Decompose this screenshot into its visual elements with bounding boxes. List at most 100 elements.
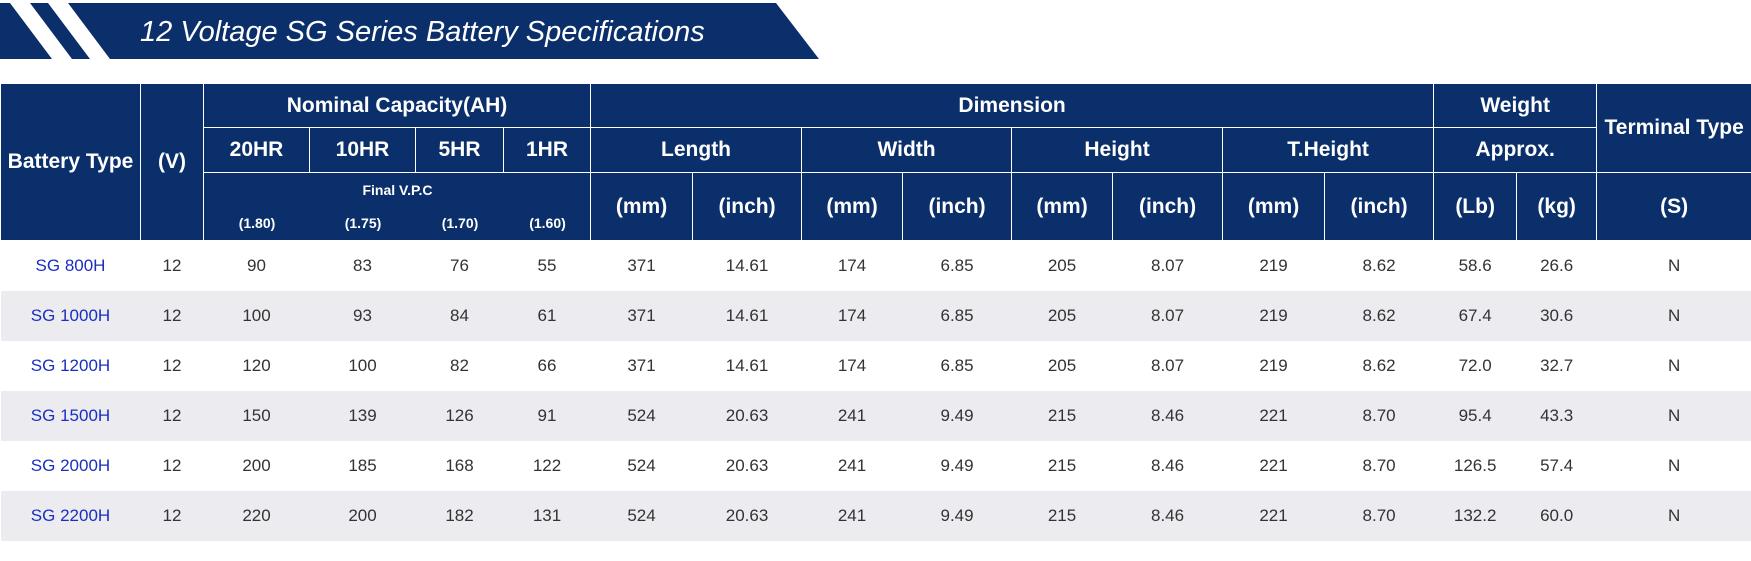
table-cell: 182 bbox=[415, 491, 504, 541]
table-cell: 57.4 bbox=[1540, 456, 1574, 475]
table-cell: 241 bbox=[837, 456, 867, 475]
table-cell: 8.07 bbox=[1150, 356, 1185, 375]
table-cell: 55 bbox=[537, 256, 557, 275]
table-cell: 174 bbox=[837, 256, 867, 275]
table-cell: 20.63 bbox=[725, 456, 769, 475]
table-cell: 168 bbox=[445, 456, 474, 475]
table-cell: 371 bbox=[590, 291, 693, 341]
vpc-cell: Final V.P.C (1.80) (1.75) (1.70) (1.60) bbox=[202, 172, 592, 241]
table-cell: 8.46 bbox=[1112, 491, 1223, 541]
unit-cell: (mm) bbox=[590, 172, 694, 241]
header-cell: Dimension bbox=[590, 83, 1435, 128]
banner: 12 Voltage SG Series Battery Specificati… bbox=[0, 3, 819, 59]
header-cell: Nominal Capacity(AH) bbox=[202, 83, 592, 128]
model-cell: SG 2000H bbox=[30, 456, 111, 475]
table-cell: 241 bbox=[801, 491, 903, 541]
table-row: SG 800H 12 90 83 76 55 371 14.61 174 6.85 205 8.07 2… bbox=[1, 241, 1751, 292]
table-cell: 8.46 bbox=[1112, 391, 1223, 441]
table-cell: 205 bbox=[1047, 356, 1077, 375]
header-cell: Length bbox=[590, 127, 803, 173]
table-cell: 132.2 bbox=[1433, 491, 1517, 541]
table-cell: 215 bbox=[1047, 456, 1077, 475]
table-cell: 150 bbox=[203, 391, 310, 441]
unit-cell: (inch) bbox=[1324, 172, 1435, 241]
unit-cell: (inch) bbox=[1112, 172, 1224, 241]
header-cell: Battery Type bbox=[0, 83, 141, 241]
table-cell: 14.61 bbox=[725, 256, 769, 275]
unit-cell: (mm) bbox=[1011, 172, 1114, 241]
table-cell: 371 bbox=[627, 256, 656, 275]
unit-cell: (mm) bbox=[1222, 172, 1326, 241]
table-cell: 8.07 bbox=[1112, 291, 1223, 341]
table-cell: 215 bbox=[1011, 391, 1113, 441]
table-cell: 8.70 bbox=[1362, 456, 1396, 475]
header-cell: T.Height bbox=[1222, 127, 1435, 173]
table-cell: N bbox=[1668, 356, 1681, 375]
table-cell: 83 bbox=[353, 256, 372, 275]
model-cell: SG 1200H bbox=[30, 356, 111, 375]
table-cell: 6.85 bbox=[940, 356, 974, 375]
vpc-value: (1.80) bbox=[238, 215, 276, 232]
table-cell: 12 bbox=[140, 391, 204, 441]
table-cell: 6.85 bbox=[902, 291, 1012, 341]
table-cell: 72.0 bbox=[1458, 356, 1492, 375]
table-cell: 61 bbox=[503, 291, 591, 341]
table-row: SG 1000H 12 100 93 84 61 371 14.61 174 6.85 205 8.0… bbox=[0, 291, 1751, 341]
header-cell: Width bbox=[801, 127, 1013, 173]
table-cell: 241 bbox=[801, 391, 903, 441]
table-cell: 8.62 bbox=[1324, 291, 1434, 341]
table-cell: 215 bbox=[1011, 491, 1113, 541]
table-cell: 84 bbox=[415, 291, 504, 341]
header-cell: Terminal Type bbox=[1596, 83, 1751, 173]
table-cell: 14.61 bbox=[725, 356, 769, 375]
header-cell: Weight bbox=[1433, 83, 1598, 128]
table-cell: 126 bbox=[415, 391, 504, 441]
table-cell: 100 bbox=[203, 291, 310, 341]
table-cell: 12 bbox=[140, 491, 204, 541]
table-cell: 371 bbox=[627, 356, 656, 375]
table-cell: 219 bbox=[1259, 356, 1288, 375]
table-row: SG 2200H 12 220 200 182 131 524 20.63 241 9.49 215… bbox=[0, 491, 1751, 541]
unit-cell: (mm) bbox=[801, 172, 904, 241]
table-cell: 43.3 bbox=[1516, 391, 1597, 441]
model-cell: SG 800H bbox=[35, 256, 106, 275]
table-row: SG 1200H 12 120 100 82 66 371 14.61 174 6.85 205 8.… bbox=[1, 341, 1751, 391]
table-cell: 12 bbox=[162, 456, 182, 475]
header-cell: 5HR bbox=[415, 127, 504, 173]
table-cell: 220 bbox=[203, 491, 310, 541]
header-cell: (V) bbox=[140, 83, 204, 241]
unit-cell: (kg) bbox=[1516, 172, 1598, 241]
table-cell: N bbox=[1668, 256, 1681, 275]
table-cell: 221 bbox=[1222, 491, 1325, 541]
table-cell: 8.46 bbox=[1150, 456, 1185, 475]
table-cell: 200 bbox=[309, 491, 416, 541]
header-cell: 10HR bbox=[309, 127, 416, 173]
table-cell: 12 bbox=[140, 291, 204, 341]
table-cell: 6.85 bbox=[940, 256, 974, 275]
table-cell: 14.61 bbox=[692, 291, 802, 341]
table-cell: N bbox=[1596, 291, 1751, 341]
table-cell: N bbox=[1596, 391, 1751, 441]
model-cell: SG 1000H bbox=[0, 291, 141, 341]
table-cell: 91 bbox=[503, 391, 591, 441]
table-cell: 60.0 bbox=[1516, 491, 1597, 541]
table-cell: 12 bbox=[162, 256, 182, 275]
table-cell: 174 bbox=[801, 291, 903, 341]
table-cell: 9.49 bbox=[902, 491, 1012, 541]
table-cell: 524 bbox=[590, 491, 693, 541]
table-cell: 8.70 bbox=[1324, 391, 1434, 441]
vpc-value: (1.70) bbox=[441, 215, 479, 232]
model-cell: SG 2200H bbox=[0, 491, 141, 541]
table-cell: 524 bbox=[627, 456, 656, 475]
table-cell: 221 bbox=[1259, 456, 1288, 475]
table-cell: 205 bbox=[1047, 256, 1077, 275]
table-cell: 100 bbox=[348, 356, 377, 375]
vpc-value: (1.60) bbox=[529, 215, 566, 232]
table-cell: N bbox=[1596, 491, 1751, 541]
vpc-value: (1.75) bbox=[344, 215, 382, 232]
table-cell: 95.4 bbox=[1433, 391, 1517, 441]
table-cell: N bbox=[1668, 456, 1681, 475]
vpc-title: Final V.P.C bbox=[362, 181, 433, 198]
table-cell: 219 bbox=[1222, 291, 1325, 341]
